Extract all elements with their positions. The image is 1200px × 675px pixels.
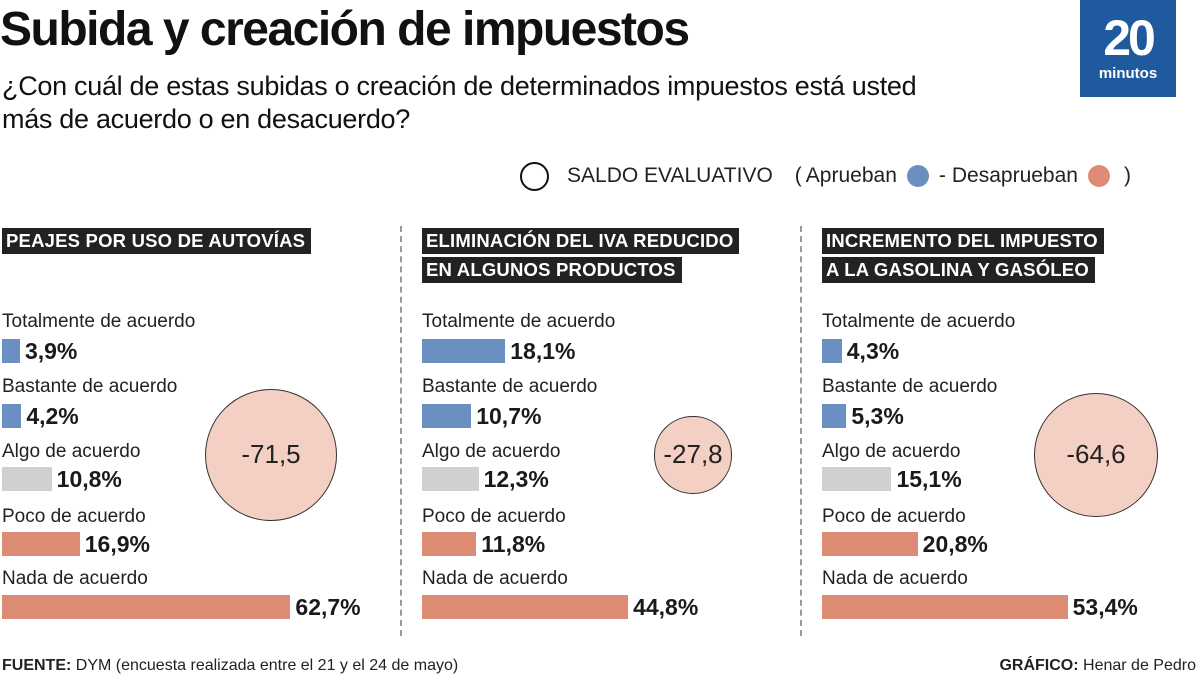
legend: SALDO EVALUATIVO ( Aprueban - Desaprueba… — [520, 160, 1135, 192]
bar — [2, 532, 80, 556]
legend-open-paren: ( — [794, 164, 802, 187]
legend-disapprove-label: Desaprueban — [951, 164, 1078, 187]
category-label: Poco de acuerdo — [2, 506, 146, 527]
panel-divider — [400, 226, 402, 636]
bar — [422, 339, 506, 363]
bar-value-label: 4,3% — [846, 338, 900, 364]
category-label: Totalmente de acuerdo — [422, 311, 616, 332]
bar — [2, 595, 291, 619]
legend-saldo-label: SALDO EVALUATIVO — [567, 164, 773, 187]
bar-value-label: 16,9% — [84, 531, 150, 557]
brand-logo: 20 minutos — [1080, 0, 1176, 97]
bar-value-label: 18,1% — [510, 338, 576, 364]
bar-value-label: 5,3% — [851, 403, 904, 429]
bar-value-label: 11,8% — [481, 531, 546, 557]
category-label: Bastante de acuerdo — [422, 376, 598, 397]
panel-title-line: EN ALGUNOS PRODUCTOS — [422, 257, 682, 283]
panel-title: ELIMINACIÓN DEL IVA REDUCIDO EN ALGUNOS P… — [422, 228, 740, 286]
approve-dot-icon — [906, 165, 929, 187]
footer-source: FUENTE: DYM (encuesta realizada entre el… — [2, 656, 458, 675]
panel-title-line: INCREMENTO DEL IMPUESTO — [822, 228, 1104, 254]
disapprove-dot-icon — [1087, 165, 1110, 187]
bar-value-label: 10,8% — [56, 466, 122, 492]
logo-number: 20 — [1103, 10, 1156, 66]
bar-value-label: 15,1% — [896, 466, 962, 492]
category-label: Algo de acuerdo — [422, 441, 561, 462]
category-label: Poco de acuerdo — [822, 506, 966, 527]
bar — [822, 404, 847, 428]
bar — [822, 532, 918, 556]
saldo-value: -64,6 — [1066, 439, 1126, 470]
source-label: FUENTE: — [2, 657, 72, 674]
category-label: Nada de acuerdo — [822, 568, 968, 589]
category-label: Nada de acuerdo — [2, 568, 148, 589]
bar — [2, 339, 20, 363]
bar — [822, 339, 842, 363]
legend-separator: - — [938, 164, 946, 187]
bar-value-label: 53,4% — [1072, 594, 1138, 620]
saldo-evaluativo-circle: -71,5 — [204, 388, 338, 522]
category-label: Nada de acuerdo — [422, 568, 568, 589]
saldo-evaluativo-circle: -64,6 — [1034, 393, 1158, 517]
category-label: Bastante de acuerdo — [2, 376, 178, 397]
bar — [822, 595, 1068, 619]
category-label: Bastante de acuerdo — [822, 376, 998, 397]
saldo-value: -27,8 — [663, 439, 723, 470]
panel-title: PEAJES POR USO DE AUTOVÍAS — [2, 228, 312, 257]
chart-subtitle: ¿Con cuál de estas subidas o creación de… — [2, 71, 917, 134]
bar — [422, 467, 479, 491]
bar — [422, 595, 629, 619]
credit-text: Henar de Pedro — [1083, 657, 1196, 674]
panel-title: INCREMENTO DEL IMPUESTO A LA GASOLINA Y G… — [822, 228, 1104, 286]
bar-value-label: 62,7% — [295, 594, 361, 620]
bar-value-label: 3,9% — [24, 338, 78, 364]
logo-word: minutos — [1098, 65, 1158, 82]
panel-title-line: ELIMINACIÓN DEL IVA REDUCIDO — [422, 228, 740, 254]
bar-value-label: 4,2% — [26, 403, 79, 429]
footer-credit: GRÁFICO: Henar de Pedro — [999, 656, 1196, 675]
category-label: Totalmente de acuerdo — [822, 311, 1016, 332]
bar — [2, 404, 22, 428]
chart-title: Subida y creación de impuestos — [0, 3, 690, 56]
bar-value-label: 44,8% — [633, 594, 699, 620]
saldo-evaluativo-circle: -27,8 — [654, 416, 732, 494]
bar-value-label: 12,3% — [483, 466, 549, 492]
category-label: Totalmente de acuerdo — [2, 311, 196, 332]
source-text: DYM (encuesta realizada entre el 21 y el… — [75, 657, 459, 674]
bar-value-label: 20,8% — [922, 531, 988, 557]
saldo-ring-icon — [520, 161, 549, 191]
category-label: Algo de acuerdo — [2, 441, 141, 462]
saldo-value: -71,5 — [241, 439, 301, 470]
panel-title-line: A LA GASOLINA Y GASÓLEO — [822, 257, 1095, 283]
credit-label: GRÁFICO: — [999, 657, 1079, 674]
legend-approve-label: Aprueban — [805, 164, 897, 187]
bar — [422, 404, 472, 428]
bar — [822, 467, 892, 491]
legend-close-paren: ) — [1123, 164, 1131, 187]
bar — [2, 467, 52, 491]
category-label: Algo de acuerdo — [822, 441, 961, 462]
panel-divider — [800, 226, 802, 636]
category-label: Poco de acuerdo — [422, 506, 566, 527]
panel-title-line: PEAJES POR USO DE AUTOVÍAS — [2, 228, 312, 254]
bar-value-label: 10,7% — [476, 403, 542, 429]
bar — [422, 532, 477, 556]
